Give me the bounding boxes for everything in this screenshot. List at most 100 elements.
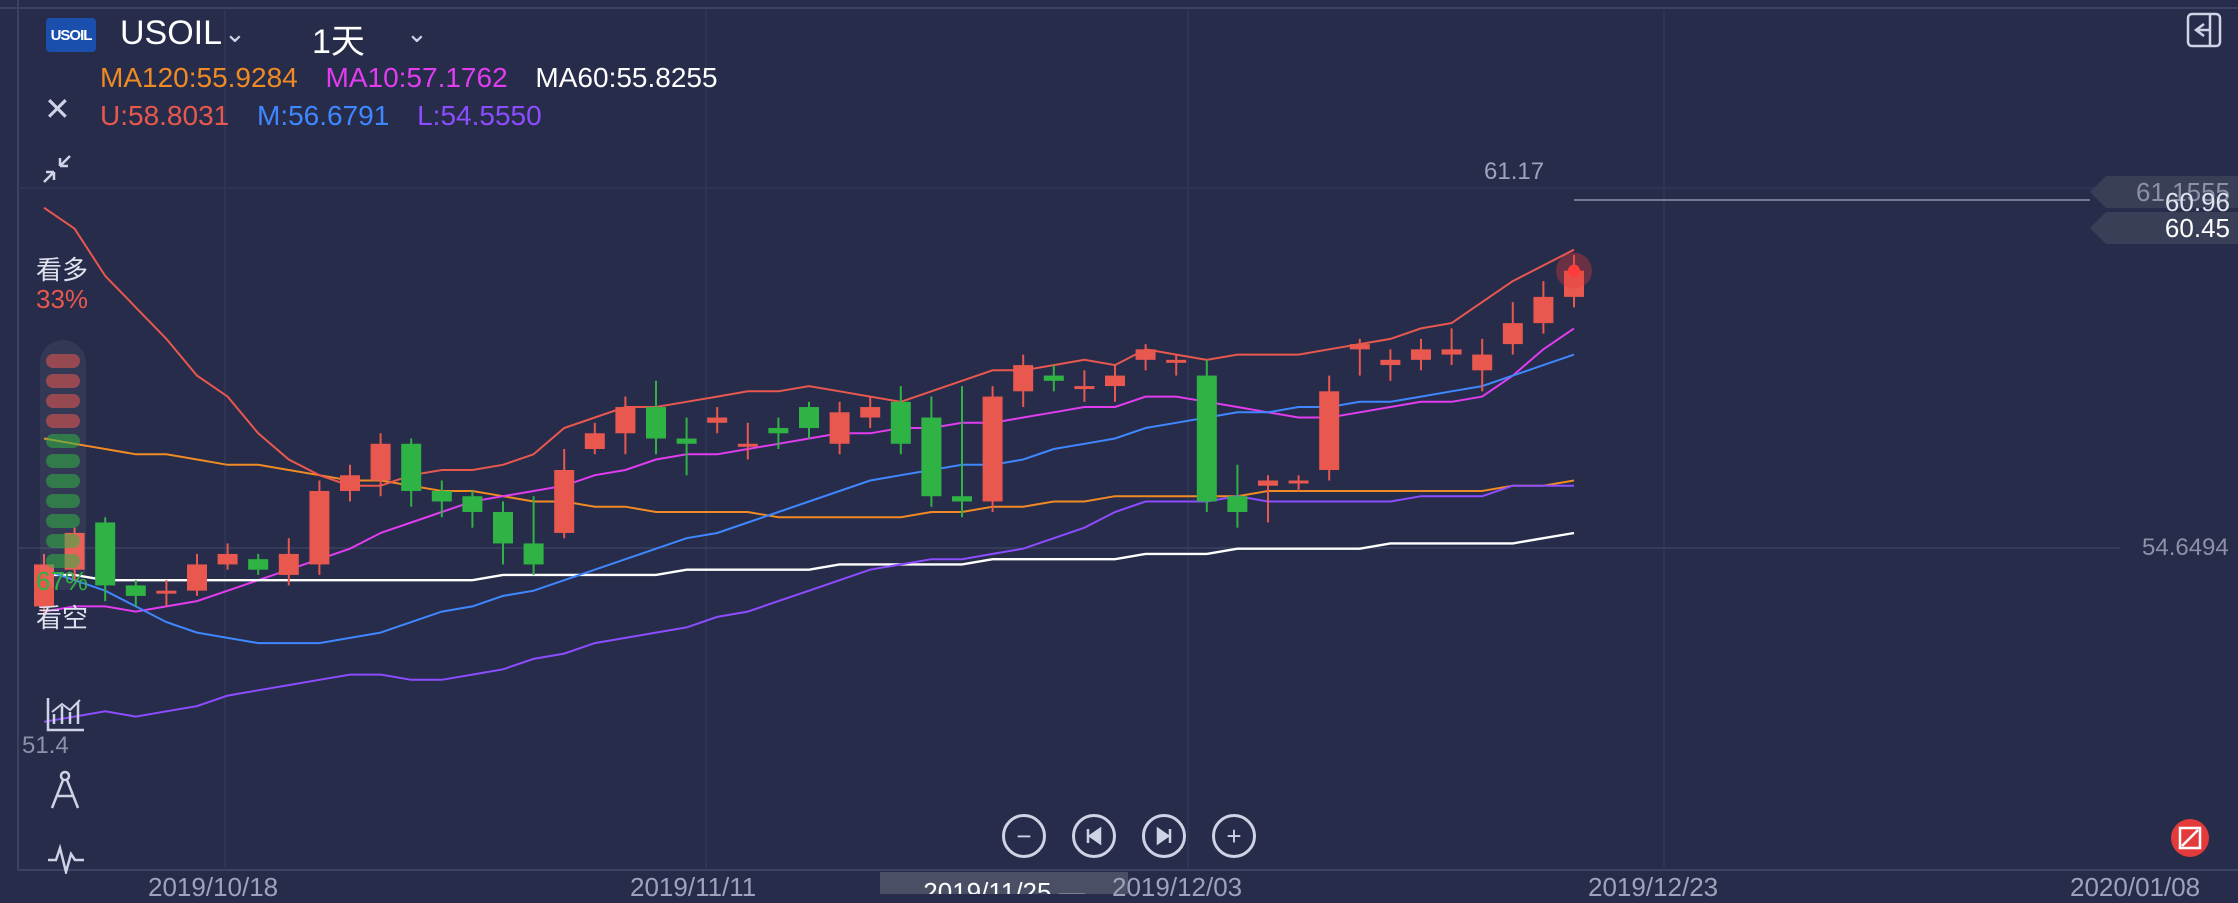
candle-body — [1319, 391, 1340, 470]
x-tick-label: 2019/12/03 — [1112, 872, 1243, 902]
candle-body — [95, 522, 116, 586]
candle-body — [1043, 375, 1064, 381]
grid-price-label: 54.6494 — [2142, 534, 2229, 561]
candle-body — [156, 590, 177, 594]
bear-percent: 67% — [36, 566, 89, 596]
ma120-readout: MA120:55.9284 — [100, 62, 298, 93]
left-axis-low: 51.4 — [22, 732, 69, 759]
candle-body — [462, 496, 483, 512]
skip-to-end-button[interactable] — [1142, 814, 1186, 858]
candle-body — [1472, 354, 1493, 371]
candle-body — [125, 585, 146, 596]
drawing-compass-icon[interactable] — [48, 770, 82, 818]
sentiment-pill — [46, 454, 80, 468]
candle-body — [309, 490, 330, 565]
chevron-down-icon[interactable]: ⌄ — [224, 18, 246, 48]
candle-body — [860, 407, 881, 418]
skip-to-start-button[interactable] — [1072, 814, 1116, 858]
candle-body — [646, 407, 666, 439]
sentiment-pill — [46, 354, 80, 368]
sentiment-pill — [46, 374, 80, 388]
candle-body — [768, 428, 789, 434]
candle-body — [1227, 496, 1248, 512]
candle-body — [1013, 365, 1034, 392]
chevron-down-icon[interactable]: ⌄ — [406, 18, 428, 48]
candle-body — [1196, 375, 1217, 502]
candle-body — [493, 511, 513, 544]
usoil-logo: USOIL — [46, 18, 96, 52]
indicator-chart-icon[interactable] — [46, 696, 86, 740]
candle-body — [1564, 270, 1584, 297]
candle-body — [401, 443, 422, 491]
lower-band-readout: L:54.5550 — [417, 100, 542, 131]
middle-band-readout: M:56.6791 — [257, 100, 390, 131]
sentiment-pill — [46, 394, 80, 408]
bull-label: 看多 — [36, 255, 89, 285]
crosshair-date-label: 2019/11/25 — — [880, 872, 1128, 894]
bear-label: 看空 — [36, 603, 89, 633]
series-line-m — [43, 353, 1575, 645]
candle-body — [217, 553, 238, 565]
x-tick-label: 2019/11/11 — [630, 872, 757, 902]
sentiment-pill — [46, 434, 80, 448]
candle-body — [1288, 480, 1309, 484]
last-price-dot — [1568, 264, 1580, 277]
candle-body — [615, 407, 636, 434]
series-line-l — [43, 484, 1574, 723]
sentiment-pill — [46, 514, 80, 528]
zoom-out-button[interactable]: − — [1002, 814, 1046, 858]
candle-body — [1166, 359, 1187, 363]
candle-body — [187, 564, 207, 591]
x-tick-label: 2019/10/18 — [148, 872, 279, 902]
series-line-ma120 — [43, 437, 1575, 519]
upper-price-tag: 61.1555 — [2090, 176, 2238, 208]
candle-body — [34, 564, 54, 607]
candle-body — [1411, 349, 1431, 360]
sentiment-meter — [40, 340, 86, 590]
candle-body — [278, 553, 299, 575]
x-tick-label: 2019/12/23 — [1588, 872, 1719, 902]
ma60-readout: MA60:55.8255 — [535, 62, 718, 93]
sentiment-pill — [46, 534, 80, 548]
candle-body — [1105, 375, 1125, 387]
bull-percent: 33% — [36, 284, 89, 314]
series-line-u — [43, 206, 1575, 487]
candle-body — [554, 470, 575, 533]
candle-body — [248, 559, 269, 570]
candle-body — [921, 417, 942, 497]
last-price-tag: 60.45 — [2090, 212, 2238, 244]
candle-body — [1380, 359, 1401, 366]
screenshot-share-icon[interactable] — [2170, 818, 2210, 866]
sentiment-pill — [46, 554, 80, 568]
high-marker-label: 61.17 — [1484, 158, 1545, 185]
candle-body — [829, 412, 850, 444]
candle-body — [584, 433, 605, 450]
candle-body — [737, 443, 758, 447]
candle-body — [340, 475, 360, 491]
candle-body — [799, 407, 819, 429]
series-line-ma60 — [44, 531, 1575, 582]
zoom-in-button[interactable]: + — [1212, 814, 1256, 858]
shrink-icon[interactable] — [40, 152, 74, 194]
period-selector[interactable]: 1天 — [312, 23, 365, 61]
upper-band-readout: U:58.8031 — [100, 100, 230, 131]
waveform-icon[interactable] — [46, 843, 86, 882]
candle-body — [707, 417, 728, 423]
collapse-panel-icon[interactable] — [2186, 12, 2222, 56]
candle-body — [1135, 349, 1156, 360]
symbol-selector[interactable]: USOIL — [120, 14, 223, 52]
close-icon[interactable]: ✕ — [44, 91, 71, 127]
ma10-readout: MA10:57.1762 — [325, 62, 508, 93]
candle-body — [1441, 349, 1462, 355]
candle-body — [523, 543, 544, 565]
sentiment-pill — [46, 494, 80, 508]
candle-body — [1258, 480, 1278, 486]
candle-body — [982, 396, 1003, 502]
candle-body — [890, 401, 911, 444]
candle-body — [431, 490, 452, 502]
x-tick-label: 2020/01/08 — [2070, 872, 2201, 902]
candle-body — [676, 438, 697, 444]
candle-body — [952, 496, 972, 502]
candle-body — [1074, 386, 1095, 390]
